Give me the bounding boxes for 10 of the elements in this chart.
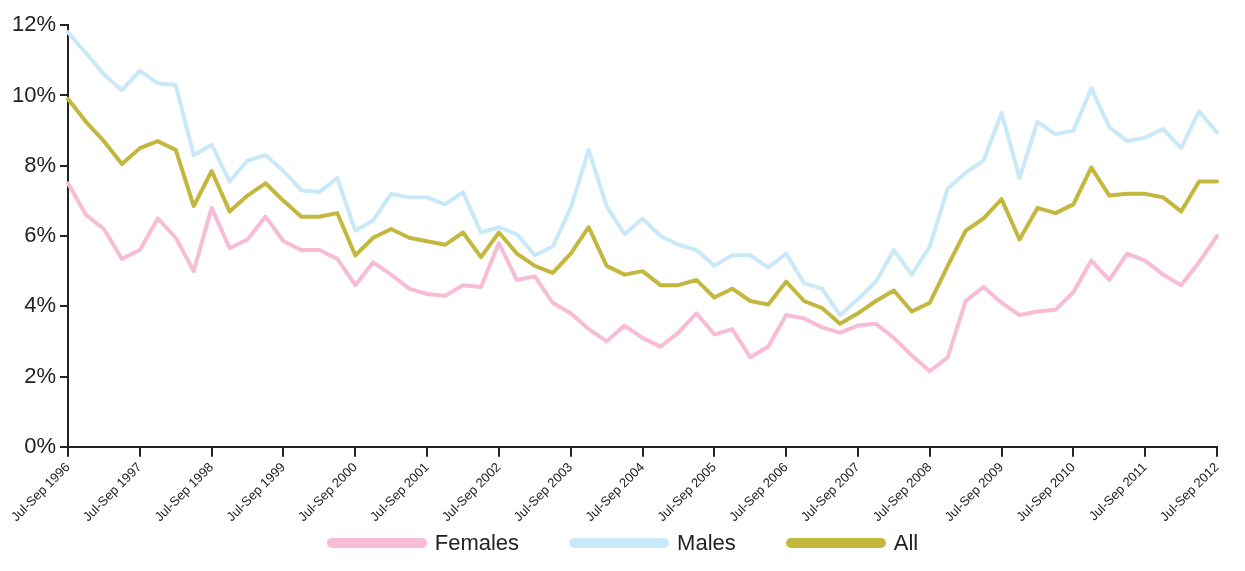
y-tick-label: 12%	[11, 11, 57, 37]
y-tick-label: 0%	[24, 432, 57, 458]
legend-label: Males	[677, 530, 736, 556]
y-tick-label: 6%	[24, 222, 57, 248]
y-tick-label: 10%	[11, 81, 57, 107]
y-tick-label: 4%	[24, 292, 57, 318]
y-tick-label: 8%	[24, 151, 57, 177]
y-tick-label: 2%	[24, 362, 57, 388]
legend-label: Females	[434, 530, 520, 556]
legend-label: All	[893, 530, 919, 556]
